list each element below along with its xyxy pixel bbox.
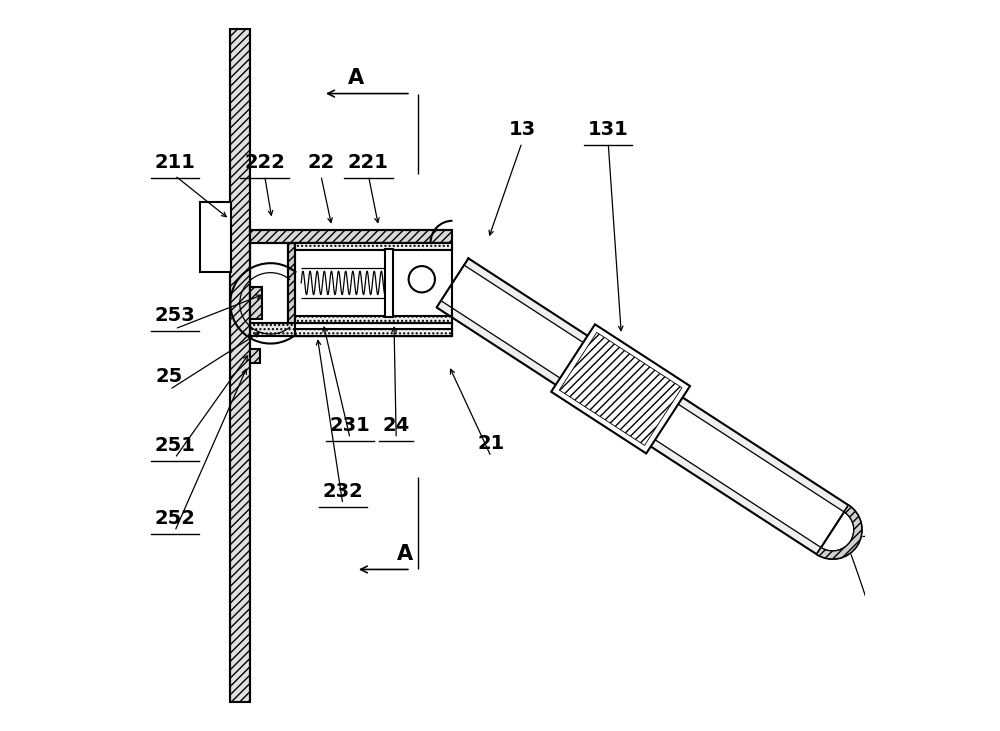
Bar — [200, 202, 231, 272]
Text: 131: 131 — [588, 120, 629, 139]
Bar — [250, 323, 452, 336]
Text: A: A — [397, 545, 413, 564]
Text: A: A — [348, 68, 364, 88]
Text: 13: 13 — [508, 120, 535, 139]
Bar — [385, 249, 393, 317]
Text: 231: 231 — [330, 416, 371, 435]
Text: 24: 24 — [383, 416, 410, 435]
Polygon shape — [464, 258, 849, 512]
Text: 25: 25 — [156, 367, 183, 386]
Text: 251: 251 — [154, 436, 195, 455]
Bar — [551, 325, 690, 453]
Wedge shape — [817, 505, 862, 559]
Bar — [250, 287, 262, 319]
Bar — [250, 230, 452, 243]
Bar — [559, 333, 682, 445]
Bar — [295, 316, 452, 323]
Bar — [295, 243, 452, 250]
Bar — [295, 323, 452, 336]
Text: 232: 232 — [322, 482, 363, 501]
Bar — [295, 329, 452, 336]
Polygon shape — [437, 300, 821, 554]
Text: 222: 222 — [244, 153, 285, 172]
Text: 221: 221 — [348, 153, 389, 172]
Text: 211: 211 — [154, 153, 195, 172]
Text: 21: 21 — [478, 434, 505, 453]
Bar — [288, 243, 295, 323]
Text: 252: 252 — [154, 509, 195, 528]
Text: 22: 22 — [307, 153, 335, 172]
Bar — [250, 349, 260, 363]
Text: 253: 253 — [154, 306, 195, 325]
Bar — [230, 29, 250, 702]
